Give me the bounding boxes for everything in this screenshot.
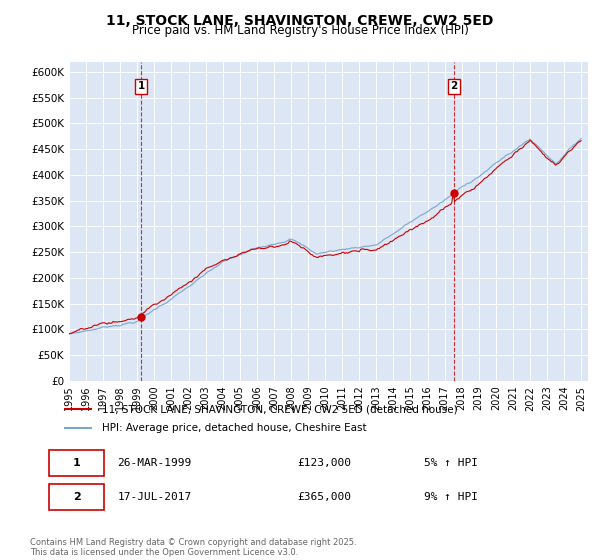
Text: 11, STOCK LANE, SHAVINGTON, CREWE, CW2 5ED: 11, STOCK LANE, SHAVINGTON, CREWE, CW2 5… xyxy=(106,14,494,28)
Text: 9% ↑ HPI: 9% ↑ HPI xyxy=(424,492,478,502)
Text: 1: 1 xyxy=(73,459,80,468)
Text: HPI: Average price, detached house, Cheshire East: HPI: Average price, detached house, Ches… xyxy=(101,423,366,433)
Text: 11, STOCK LANE, SHAVINGTON, CREWE, CW2 5ED (detached house): 11, STOCK LANE, SHAVINGTON, CREWE, CW2 5… xyxy=(101,404,457,414)
FancyBboxPatch shape xyxy=(49,450,104,477)
Text: 26-MAR-1999: 26-MAR-1999 xyxy=(118,459,191,468)
Text: £123,000: £123,000 xyxy=(297,459,351,468)
FancyBboxPatch shape xyxy=(49,484,104,510)
Text: Contains HM Land Registry data © Crown copyright and database right 2025.
This d: Contains HM Land Registry data © Crown c… xyxy=(30,538,356,557)
Text: Price paid vs. HM Land Registry's House Price Index (HPI): Price paid vs. HM Land Registry's House … xyxy=(131,24,469,36)
Text: 1: 1 xyxy=(137,81,145,91)
Text: 17-JUL-2017: 17-JUL-2017 xyxy=(118,492,191,502)
Text: 2: 2 xyxy=(450,81,457,91)
Text: 5% ↑ HPI: 5% ↑ HPI xyxy=(424,459,478,468)
Text: 2: 2 xyxy=(73,492,80,502)
Text: £365,000: £365,000 xyxy=(297,492,351,502)
